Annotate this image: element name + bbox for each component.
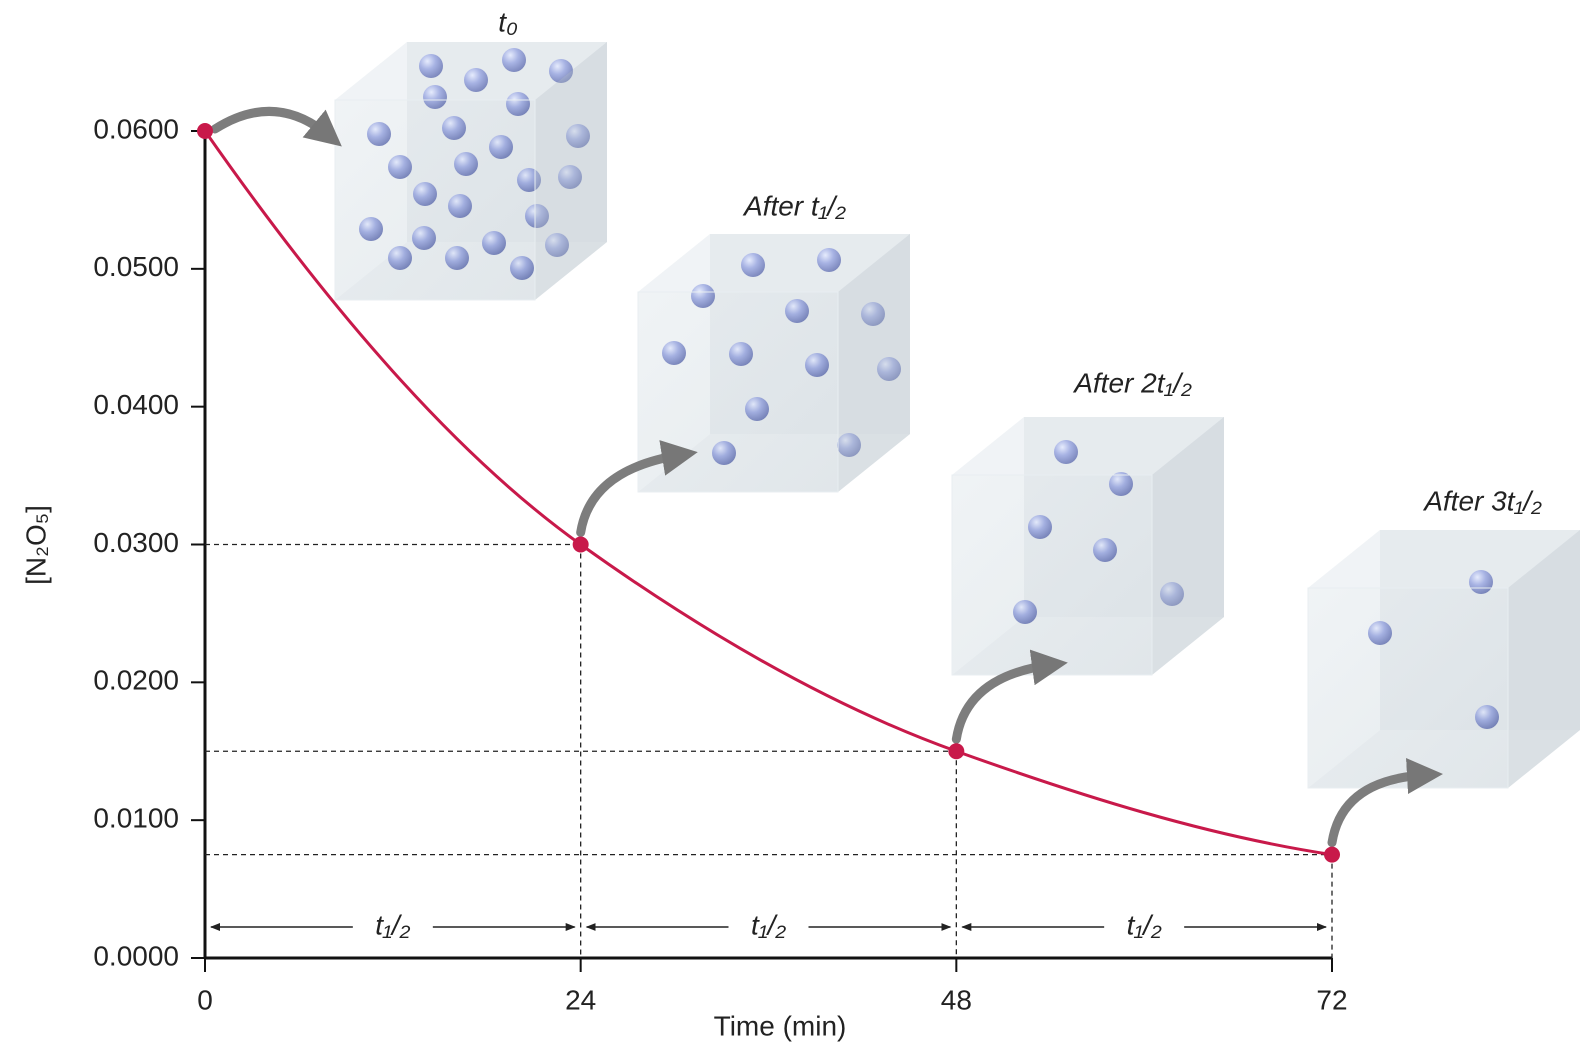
y-tick-label: 0.0000: [93, 940, 179, 971]
box-front: [952, 475, 1152, 675]
y-axis-label: [N₂O₅]: [20, 505, 51, 585]
y-tick-label: 0.0300: [93, 527, 179, 558]
x-axis-label: Time (min): [714, 1010, 847, 1041]
y-tick-label: 0.0500: [93, 251, 179, 282]
data-point: [948, 743, 964, 759]
data-point: [1324, 847, 1340, 863]
box-front: [335, 100, 535, 300]
y-tick-label: 0.0400: [93, 389, 179, 420]
interval-label: t₁/₂: [751, 909, 786, 940]
annotation: After t₁/₂: [742, 190, 846, 221]
interval-label: t₁/₂: [375, 909, 410, 940]
box: [1308, 530, 1580, 788]
pointer-arrow: [956, 665, 1050, 739]
annotation: After 2t₁/₂: [1072, 367, 1192, 398]
y-tick-label: 0.0600: [93, 113, 179, 144]
box: [952, 417, 1224, 675]
chart: Time (min) [N₂O₅] t₀ After t₁/₂ After 2t₁/…: [0, 0, 1588, 1061]
box-front: [1308, 588, 1508, 788]
box: [335, 42, 607, 300]
data-point: [197, 123, 213, 139]
y-tick-label: 0.0200: [93, 665, 179, 696]
x-tick-label: 72: [1316, 984, 1347, 1015]
y-tick-label: 0.0100: [93, 803, 179, 834]
box-front: [638, 292, 838, 492]
annotation: t₀: [498, 6, 518, 37]
interval-label: t₁/₂: [1127, 909, 1162, 940]
annotation: After 3t₁/₂: [1422, 485, 1542, 516]
data-point: [573, 537, 589, 553]
x-tick-label: 24: [565, 984, 596, 1015]
illustrations: [335, 42, 1580, 788]
pointer-arrow: [215, 111, 328, 135]
x-tick-label: 0: [197, 984, 213, 1015]
x-tick-label: 48: [941, 984, 972, 1015]
